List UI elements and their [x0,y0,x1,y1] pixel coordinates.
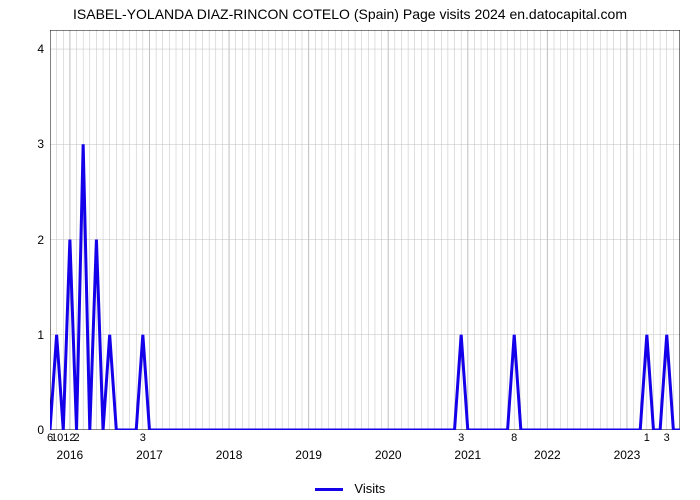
x-year-label: 2017 [136,448,163,462]
x-year-label: 2023 [614,448,641,462]
x-value-label: 3 [140,432,146,444]
x-year-label: 2022 [534,448,561,462]
x-year-label: 2016 [57,448,84,462]
x-value-label: 8 [511,432,517,444]
x-value-label: 3 [458,432,464,444]
plot-area [50,30,680,430]
y-tick-label: 3 [14,137,44,151]
x-year-label: 2021 [454,448,481,462]
legend-label: Visits [354,481,385,496]
x-year-label: 2019 [295,448,322,462]
y-tick-label: 2 [14,233,44,247]
x-value-label: 1 [644,432,650,444]
chart-title: ISABEL-YOLANDA DIAZ-RINCON COTELO (Spain… [0,6,700,22]
x-value-label: 1012 [51,432,75,444]
x-year-label: 2020 [375,448,402,462]
y-tick-label: 1 [14,328,44,342]
legend-line-swatch [315,488,343,491]
y-tick-label: 4 [14,42,44,56]
y-tick-label: 0 [14,423,44,437]
x-year-label: 2018 [216,448,243,462]
legend: Visits [0,481,700,496]
x-value-label: 2 [73,432,79,444]
chart-svg [50,30,680,430]
x-value-label: 3 [664,432,670,444]
